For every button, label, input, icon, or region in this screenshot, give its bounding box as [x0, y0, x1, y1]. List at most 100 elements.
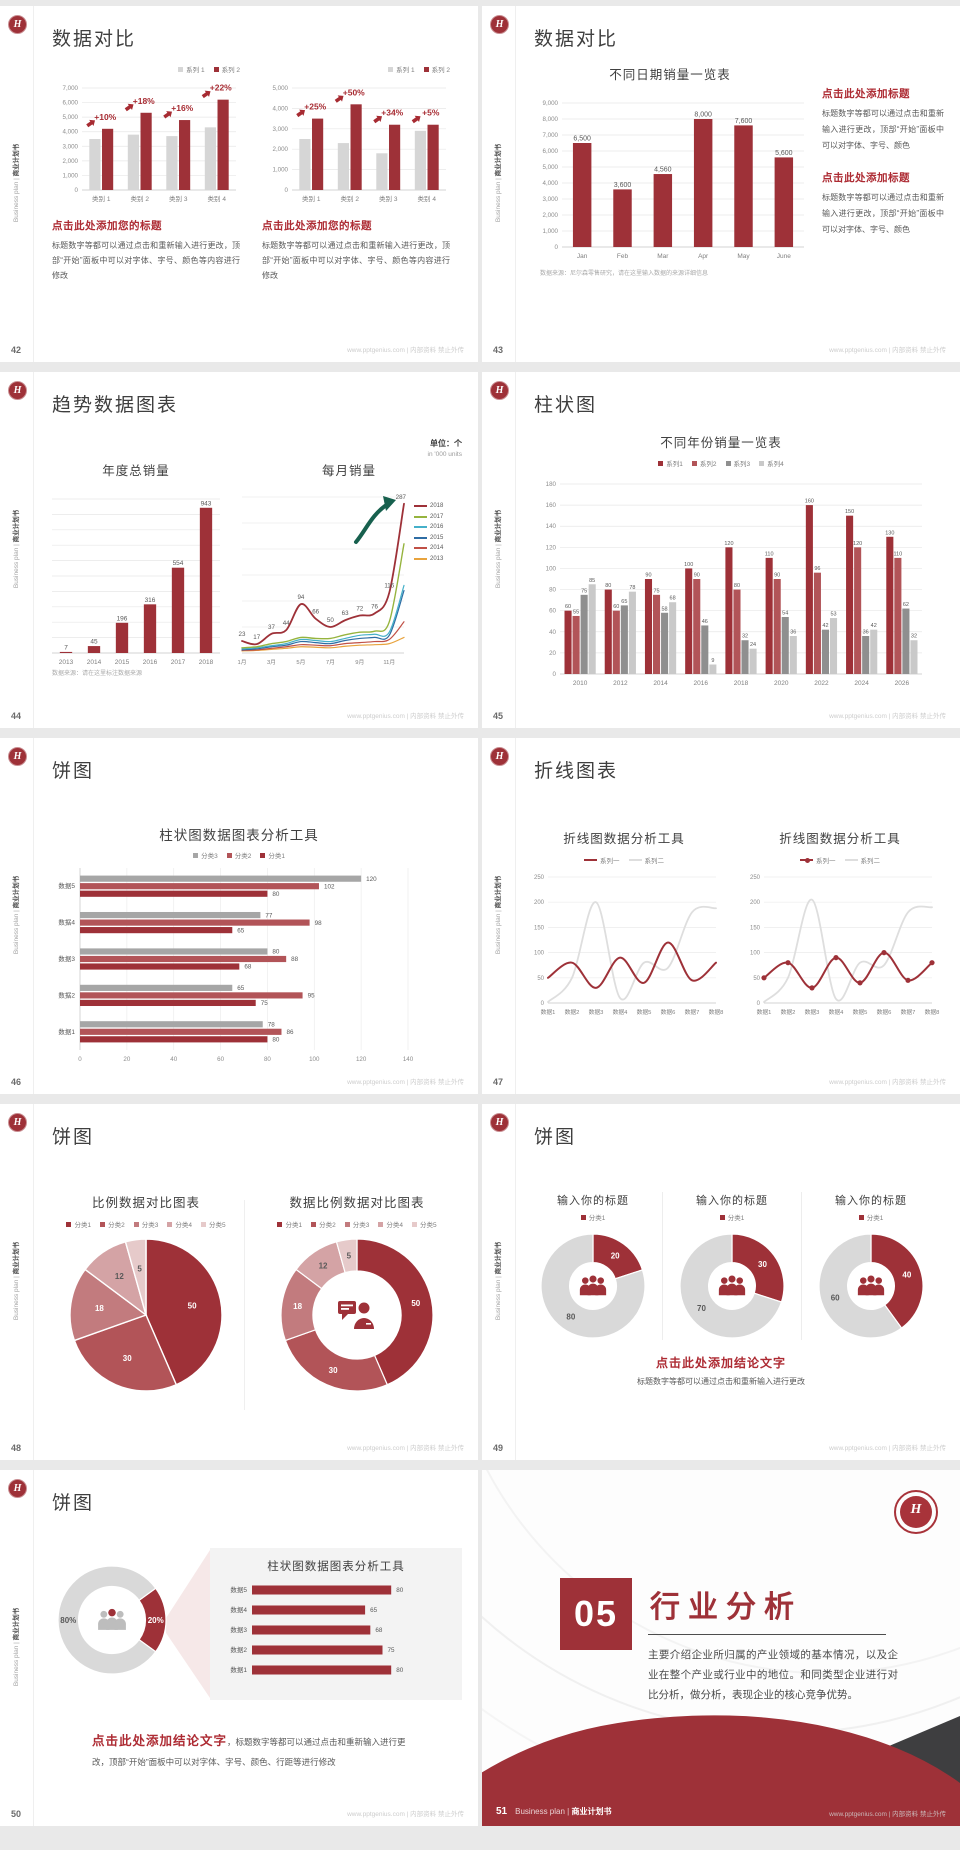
svg-text:2018: 2018 [199, 659, 214, 666]
company-seal-logo: H [894, 1490, 938, 1534]
conclusion-note: 标题数字等都可以通过点击和重新输入进行更改 [637, 1377, 805, 1386]
svg-text:36: 36 [863, 630, 869, 636]
svg-text:20: 20 [549, 650, 556, 657]
svg-text:类别 3: 类别 3 [379, 194, 398, 203]
svg-text:160: 160 [805, 499, 814, 505]
legend-item: 系列 1 [388, 64, 415, 74]
chart-legend: 系列 1 系列 2 [262, 64, 450, 74]
footer-site-text: www.pptgenius.com | 内部资料 禁止外传 [829, 713, 946, 720]
slide-48[interactable]: H Business plan | 商业计划书 饼图 比例数据对比图表 分类1 分… [0, 1104, 478, 1460]
svg-text:80: 80 [734, 583, 740, 589]
svg-text:2016: 2016 [694, 680, 709, 687]
page-number: 44 [11, 711, 22, 721]
svg-text:75: 75 [653, 588, 659, 594]
svg-text:100: 100 [309, 1056, 320, 1063]
analysis-panel: 柱状图数据图表分析工具 数据5 数据4 数据3 数据2 数据1 80 65 68 75 80 [210, 1548, 462, 1700]
svg-text:数据2: 数据2 [565, 1008, 580, 1016]
slide-47[interactable]: H Business plan | 商业计划书 折线图表 折线图数据分析工具 系… [482, 738, 960, 1094]
svg-text:2016: 2016 [143, 659, 158, 666]
svg-text:60: 60 [613, 604, 619, 610]
slide-left-rail [0, 738, 34, 1094]
svg-text:85: 85 [589, 578, 595, 584]
svg-text:0: 0 [555, 244, 559, 251]
caption-title: 点击此处添加您的标题 [52, 220, 162, 232]
svg-text:55: 55 [573, 609, 579, 615]
legend-item: 分类3 [344, 1219, 369, 1229]
legend-item: 系列一 [800, 855, 836, 865]
legend-item: 系列 2 [423, 64, 450, 74]
svg-text:250: 250 [534, 875, 545, 881]
svg-text:44: 44 [283, 620, 290, 627]
svg-text:90: 90 [774, 573, 780, 579]
svg-text:54: 54 [782, 611, 788, 617]
svg-text:53: 53 [830, 612, 836, 618]
svg-text:62: 62 [903, 602, 909, 608]
sidebar-vertical-text: Business plan | 商业计划书 [13, 143, 20, 223]
svg-text:+18%: +18% [133, 96, 155, 106]
svg-text:75: 75 [581, 588, 587, 594]
svg-text:1月: 1月 [237, 659, 246, 666]
svg-text:50: 50 [188, 1301, 197, 1310]
legend-item: 系列二 [628, 855, 664, 865]
svg-text:7: 7 [64, 644, 68, 651]
slide-49[interactable]: H Business plan | 商业计划书 饼图 输入你的标题 分类1 20… [482, 1104, 960, 1460]
caption-title: 点击此处添加标题 [822, 88, 910, 100]
legend-item: 2014 [414, 545, 443, 551]
donut-chart: 50 30 18 12 5 [279, 1237, 435, 1393]
block-title: 输入你的标题 [696, 1195, 768, 1207]
legend-item: 分类1 [719, 1212, 744, 1222]
slide-50[interactable]: H Business plan | 商业计划书 饼图 20% 80% 柱状图数据图… [0, 1470, 478, 1826]
legend-item: 2016 [414, 524, 443, 530]
svg-text:数据2: 数据2 [781, 1008, 796, 1016]
donut-chart-1: 20 80 [539, 1232, 647, 1340]
legend-item: 分类3 [133, 1219, 158, 1229]
svg-text:Jan: Jan [577, 253, 588, 260]
svg-text:80%: 80% [60, 1616, 76, 1625]
svg-text:4,560: 4,560 [654, 167, 672, 174]
legend-item: 2017 [414, 514, 443, 520]
slide-45[interactable]: H Business plan | 商业计划书 柱状图 不同年份销量一览表 系列… [482, 372, 960, 728]
svg-text:100: 100 [534, 951, 545, 957]
slide-42[interactable]: H Business plan | 商业计划书 数据对比 系列 1 系列 2 0 1… [0, 6, 478, 362]
svg-text:68: 68 [375, 1627, 383, 1634]
svg-text:5,000: 5,000 [543, 164, 559, 171]
footer-site-text: www.pptgenius.com | 内部资料 禁止外传 [829, 347, 946, 354]
svg-text:24: 24 [750, 642, 756, 648]
chart-title: 每月销量 [321, 464, 376, 478]
slide-51[interactable]: H 05 行业分析 主要介绍企业所归属的产业领域的基本情况，以及企业在整个产业或… [482, 1470, 960, 1826]
page-number: 49 [493, 1443, 504, 1453]
svg-text:18: 18 [293, 1302, 302, 1311]
slide-left-rail [0, 372, 34, 728]
svg-text:May: May [737, 253, 750, 260]
caption-title: 点击此处添加您的标题 [262, 220, 372, 232]
slide-44[interactable]: H Business plan | 商业计划书 趋势数据图表 单位：个 in '… [0, 372, 478, 728]
legend-item: 2018 [414, 503, 443, 509]
slide-left-rail [482, 1104, 516, 1460]
svg-text:+10%: +10% [94, 112, 116, 122]
chart-title: 折线图数据分析工具 [563, 832, 685, 846]
svg-text:196: 196 [117, 615, 128, 622]
slide-title: 折线图表 [534, 761, 619, 782]
sidebar-vertical-text: Business plan | 商业计划书 [495, 1241, 502, 1321]
svg-text:77: 77 [265, 912, 273, 919]
svg-text:90: 90 [645, 573, 651, 579]
svg-text:80: 80 [272, 1037, 280, 1044]
svg-text:45: 45 [90, 639, 98, 646]
slide-left-rail [0, 1104, 34, 1460]
block-title: 输入你的标题 [835, 1195, 907, 1207]
chart-legend: 系列一 系列二 [524, 855, 724, 865]
legend-item: 分类2 [226, 850, 251, 860]
svg-text:数据1: 数据1 [230, 1665, 247, 1674]
brand-logo-icon: H [8, 747, 27, 766]
slide-title: 饼图 [534, 1127, 577, 1148]
slide-43[interactable]: H Business plan | 商业计划书 数据对比 不同日期销量一览表 0… [482, 6, 960, 362]
data-source-note: 数据来源：尼尔森零售研究，请在这里输入数据的来源详细信息 [540, 271, 709, 277]
slide-46[interactable]: H Business plan | 商业计划书 饼图 柱状图数据图表分析工具 分… [0, 738, 478, 1094]
svg-text:40: 40 [902, 1270, 911, 1279]
legend-item: 分类5 [200, 1219, 226, 1229]
svg-text:60: 60 [831, 1294, 840, 1303]
chart-title: 柱状图数据图表分析工具 [159, 828, 319, 843]
footer-site-text: www.pptgenius.com | 内部资料 禁止外传 [347, 347, 464, 354]
svg-text:30: 30 [329, 1366, 338, 1375]
svg-text:250: 250 [750, 875, 761, 881]
